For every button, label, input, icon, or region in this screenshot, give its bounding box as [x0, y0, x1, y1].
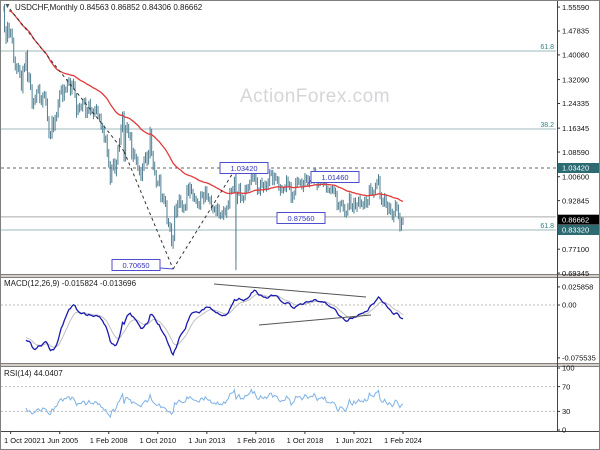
macd-axis: 0.025858 0.00 -0.075535 — [557, 283, 596, 363]
price-label-boxes: 1.03420 1.01460 0.87560 0.70650 — [111, 162, 360, 271]
trendline — [123, 151, 174, 270]
watermark: ActionForex.com — [240, 86, 391, 107]
panel-separator — [1, 274, 599, 278]
macd-axis-tick-label: -0.075535 — [562, 354, 596, 363]
fib-percentage-label: 61.8 — [540, 223, 554, 230]
price-label-box — [310, 171, 360, 183]
chevron-down-icon[interactable]: ▼ — [4, 3, 11, 10]
y-axis-tick-label: 1.08590 — [562, 148, 589, 157]
axis-price-box-text: 0.83320 — [562, 226, 589, 235]
price-label-text: 0.87560 — [287, 214, 314, 223]
axis-price-box — [558, 214, 599, 225]
price-label-text: 0.70650 — [122, 261, 149, 270]
x-axis-tick-label: 1 Feb 2024 — [384, 436, 422, 445]
price-label-box — [111, 259, 161, 271]
y-axis: 1.55590 1.47835 1.40080 1.32090 1.24335 1.163… — [557, 3, 599, 278]
y-axis-tick-label: 1.55590 — [562, 3, 589, 12]
y-axis-tick-label: 1.00600 — [562, 172, 589, 181]
price-label-text: 1.03420 — [230, 164, 257, 173]
price-label-box — [276, 212, 326, 224]
y-axis-tick-label: 0.92845 — [562, 196, 589, 205]
trendline — [172, 167, 237, 270]
x-axis-tick-label: 1 Jun 2005 — [41, 436, 78, 445]
y-axis-tick-label: 1.24335 — [562, 99, 589, 108]
macd-axis-tick-label: 0.025858 — [562, 283, 593, 292]
y-axis-tick-label: 0.77100 — [562, 245, 589, 254]
axis-price-box-text: 0.86662 — [562, 215, 589, 224]
rsi-axis-tick-label: 30 — [562, 407, 570, 416]
axis-price-box — [558, 163, 599, 173]
rsi-axis-tick-label: 100 — [562, 364, 575, 373]
x-axis-tick-label: 1 Oct 2018 — [287, 436, 324, 445]
x-axis-tick-label: 1 Feb 2016 — [237, 436, 275, 445]
y-axis-tick-label: 1.32090 — [562, 75, 589, 84]
rsi-line — [25, 388, 404, 419]
x-axis-tick-label: 1 Oct 2010 — [139, 436, 176, 445]
trendline — [5, 3, 125, 152]
y-axis-tick-label: 1.16345 — [562, 124, 589, 133]
chart-title: USDCHF,Monthly 0.84563 0.86852 0.84306 0… — [15, 3, 203, 12]
fib-percentage-label: 61.8 — [540, 44, 554, 51]
fib-percentage-label: 38.2 — [540, 122, 554, 129]
fib-level-lines: 61.8 38.2 61.8 — [1, 44, 556, 231]
axis-price-box — [558, 224, 599, 235]
y-axis-tick-label: 1.47835 — [562, 27, 589, 36]
ema55-line — [8, 10, 404, 203]
dashed-trendlines — [5, 3, 237, 270]
x-axis-tick-label: 1 Jun 2013 — [188, 436, 225, 445]
macd-axis-tick-label: 0.00 — [562, 301, 577, 310]
rsi-indicator-label: RSI(14) 44.0407 — [4, 369, 63, 378]
x-axis-tick-label: 1 Jun 2021 — [335, 436, 372, 445]
rsi-axis: 100 70 30 0 — [557, 364, 575, 435]
panel-separator — [1, 363, 599, 367]
axis-price-box-text: 1.03420 — [562, 164, 589, 173]
rsi-axis-tick-label: 0 — [562, 426, 566, 435]
macd-line — [25, 289, 404, 357]
y-axis-tick-label: 1.40080 — [562, 51, 589, 60]
x-axis-tick-label: 1 Feb 2008 — [90, 436, 128, 445]
price-label-box — [219, 162, 269, 174]
macd-trendline — [213, 283, 367, 298]
y-axis-tick-label: 0.69345 — [562, 269, 589, 278]
x-axis: 1 Oct 2002 1 Jun 2005 1 Feb 2008 1 Oct 2010… — [4, 431, 422, 445]
macd-indicator-label: MACD(12,26,9) -0.015824 -0.013696 — [4, 279, 137, 288]
macd-trendline — [258, 314, 372, 326]
price-label-text: 1.01460 — [321, 173, 348, 182]
x-axis-tick-label: 1 Oct 2002 — [4, 436, 41, 445]
rsi-axis-tick-label: 70 — [562, 382, 570, 391]
